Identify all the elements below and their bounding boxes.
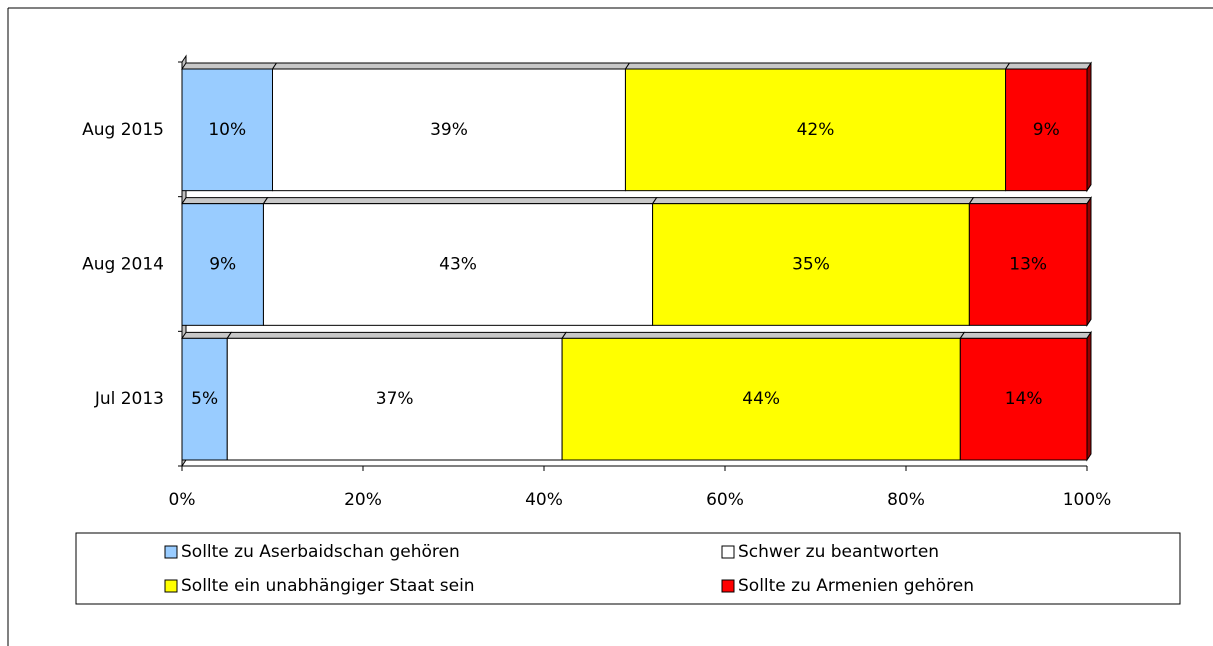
y-tick-label: Jul 2013 xyxy=(94,389,164,409)
value-label: 13% xyxy=(1009,255,1047,275)
bar-side xyxy=(1086,61,1092,193)
bar-top xyxy=(561,331,966,339)
bar xyxy=(959,337,1088,461)
value-label: 39% xyxy=(430,120,468,140)
y-tick-label: Aug 2015 xyxy=(82,120,164,140)
bar xyxy=(262,203,654,326)
x-tick-label: 80% xyxy=(887,490,925,510)
bar-top xyxy=(271,62,631,70)
legend-label: Sollte zu Armenien gehören xyxy=(738,576,974,596)
value-label: 37% xyxy=(376,389,414,409)
bar-top xyxy=(1004,62,1092,70)
value-label: 14% xyxy=(1005,389,1043,409)
bar xyxy=(181,337,228,461)
value-label: 44% xyxy=(742,389,780,409)
value-label: 43% xyxy=(439,255,477,275)
x-tick-label: 100% xyxy=(1063,490,1112,510)
bar-top xyxy=(226,331,568,339)
value-label: 5% xyxy=(191,389,218,409)
value-label: 35% xyxy=(792,255,830,275)
value-label: 10% xyxy=(208,120,246,140)
bar xyxy=(1005,68,1088,192)
value-label: 9% xyxy=(1033,120,1060,140)
bar-side xyxy=(1086,196,1092,327)
x-tick-label: 0% xyxy=(169,490,196,510)
value-label: 42% xyxy=(797,120,835,140)
bar-top xyxy=(651,197,975,205)
legend-label: Sollte ein unabhängiger Staat sein xyxy=(181,576,475,596)
bar xyxy=(181,68,273,192)
bar xyxy=(652,203,970,326)
legend-label: Schwer zu beantworten xyxy=(738,542,939,562)
legend-swatch xyxy=(721,579,735,593)
bar-top xyxy=(968,197,1092,205)
legend-box xyxy=(75,532,1181,605)
bar-top xyxy=(181,331,233,339)
legend-swatch xyxy=(721,545,735,559)
x-tick-label: 60% xyxy=(706,490,744,510)
value-label: 9% xyxy=(209,255,236,275)
bar-top xyxy=(624,62,1011,70)
legend-swatch xyxy=(164,579,178,593)
y-tick-label: Aug 2014 xyxy=(82,255,164,275)
bar-top xyxy=(959,331,1092,339)
legend-label: Sollte zu Aserbaidschan gehören xyxy=(181,542,460,562)
legend-swatch xyxy=(164,545,178,559)
bar-top xyxy=(181,62,278,70)
bar-side xyxy=(1086,330,1092,462)
bar-top xyxy=(181,197,269,205)
bar xyxy=(561,337,961,461)
x-tick-label: 40% xyxy=(525,490,563,510)
bar-top xyxy=(262,197,658,205)
bar xyxy=(226,337,563,461)
bar xyxy=(181,203,264,326)
x-tick-label: 20% xyxy=(344,490,382,510)
